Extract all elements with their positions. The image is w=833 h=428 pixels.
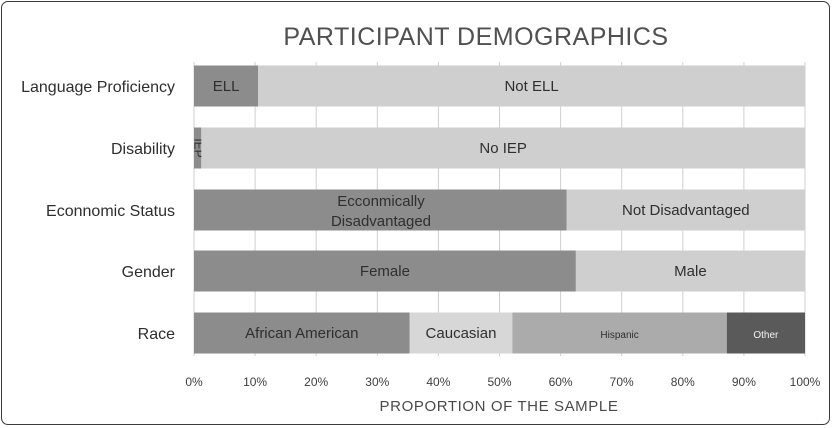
bar-segment bbox=[194, 312, 410, 354]
x-axis-title: PROPORTION OF THE SAMPLE bbox=[380, 398, 619, 415]
bar-segment bbox=[409, 312, 513, 354]
segment-label: Male bbox=[674, 263, 707, 280]
bar-segment bbox=[194, 65, 259, 107]
bar-segment bbox=[201, 127, 805, 169]
segment-label: No IEP bbox=[479, 140, 527, 157]
segment-label: African American bbox=[245, 325, 358, 342]
segment-label: Not Disadvantaged bbox=[622, 202, 750, 219]
x-tick-label: 10% bbox=[243, 375, 267, 389]
category-label: Econnomic Status bbox=[46, 203, 175, 220]
segment-label: Hispanic bbox=[600, 330, 638, 341]
category-label: Gender bbox=[122, 264, 176, 281]
x-tick-label: 50% bbox=[487, 375, 511, 389]
category-labels: Language Proficiency Disability Econnomic … bbox=[21, 79, 176, 343]
x-tick-label: 60% bbox=[549, 375, 573, 389]
bar-segment bbox=[194, 189, 567, 231]
x-tick-label: 90% bbox=[732, 375, 756, 389]
x-tick-label: 80% bbox=[671, 375, 695, 389]
category-label: Race bbox=[138, 326, 175, 343]
category-label: Disability bbox=[111, 141, 175, 158]
x-tick-label: 70% bbox=[610, 375, 634, 389]
segment-label: Ecconmically Disadvantaged bbox=[331, 193, 431, 230]
bar-segment bbox=[512, 312, 727, 354]
bar-segment bbox=[575, 250, 805, 292]
x-tick-labels: 0% 10% 20% 30% 40% 50% 60% 70% 80% 90% 100% bbox=[185, 375, 820, 389]
segment-label: Caucasian bbox=[426, 325, 497, 342]
chart-title: PARTICIPANT DEMOGRAPHICS bbox=[283, 23, 668, 51]
bar-segment bbox=[194, 127, 202, 169]
segment-label: ELL bbox=[213, 78, 240, 95]
x-tick-label: 100% bbox=[790, 375, 821, 389]
category-label: Language Proficiency bbox=[21, 79, 175, 96]
x-tick-label: 20% bbox=[304, 375, 328, 389]
segment-label: Female bbox=[360, 263, 410, 280]
x-tick-label: 40% bbox=[426, 375, 450, 389]
bar-segment bbox=[726, 312, 805, 354]
segment-label: Other bbox=[753, 330, 779, 341]
segment-label: Not ELL bbox=[504, 78, 558, 95]
x-tick-label: 30% bbox=[365, 375, 389, 389]
bar-segment bbox=[258, 65, 805, 107]
x-tick-label: 0% bbox=[185, 375, 203, 389]
bar-segment bbox=[194, 250, 576, 292]
bar-segment bbox=[566, 189, 805, 231]
